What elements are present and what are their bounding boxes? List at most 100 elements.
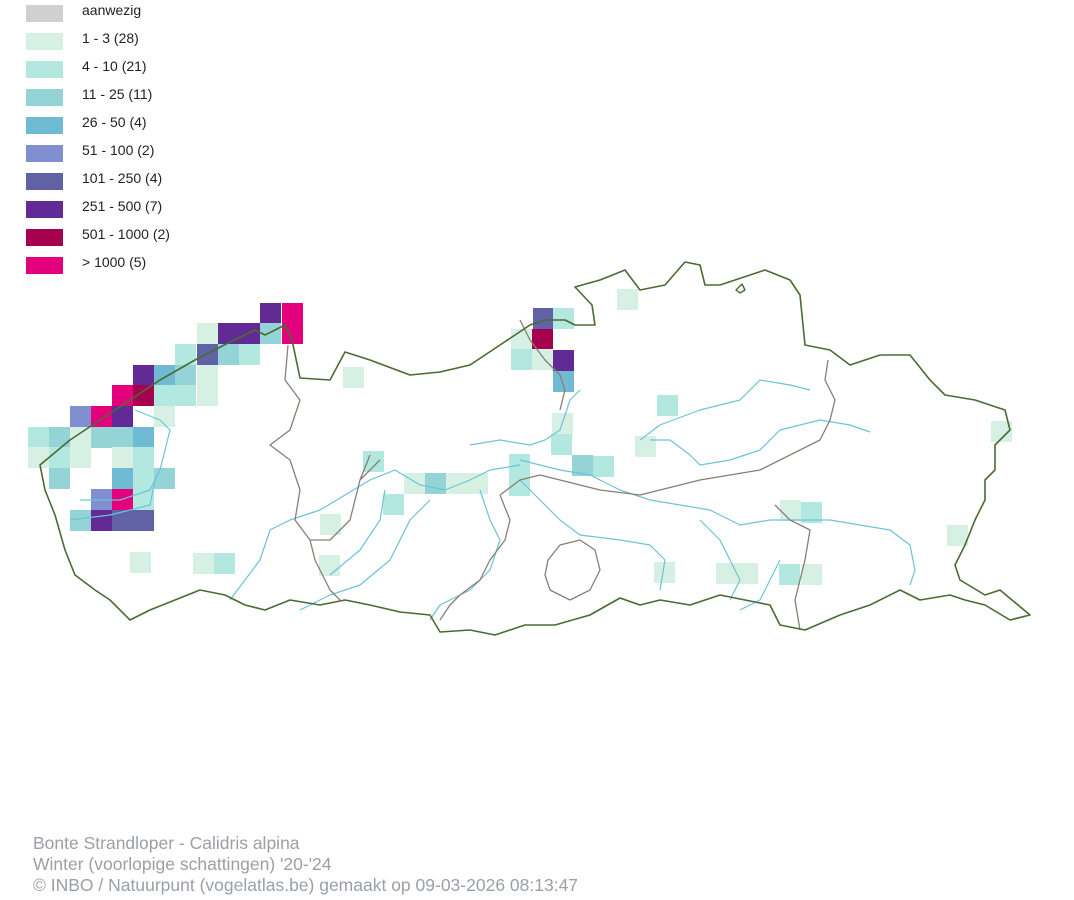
grid-cell — [133, 365, 154, 386]
grid-cell — [320, 514, 341, 535]
grid-cell — [282, 303, 303, 324]
grid-cell — [112, 447, 133, 468]
legend-label: aanwezig — [82, 2, 142, 18]
grid-cell — [553, 350, 574, 371]
legend-item: 101 - 250 (4) — [26, 170, 246, 190]
grid-cell — [49, 447, 70, 468]
grid-cell — [425, 473, 446, 494]
species-title: Bonte Strandloper - Calidris alpina — [33, 833, 300, 853]
grid-cell — [511, 349, 532, 370]
grid-cell — [239, 344, 260, 365]
brussels-border — [544, 539, 601, 601]
grid-cell — [133, 385, 154, 406]
grid-cell — [551, 434, 572, 455]
river — [69, 379, 916, 621]
legend-item: 251 - 500 (7) — [26, 198, 246, 218]
grid-cell — [70, 406, 91, 427]
grid-cell — [49, 468, 70, 489]
grid-cell — [28, 427, 49, 448]
legend-swatch — [26, 257, 63, 274]
grid-cell — [154, 468, 175, 489]
legend-label: 251 - 500 (7) — [82, 198, 163, 214]
grid-cell — [197, 385, 218, 406]
grid-cell — [532, 349, 553, 370]
grid-cells — [28, 289, 1012, 585]
grid-cell — [260, 323, 281, 344]
legend-label: 51 - 100 (2) — [82, 142, 155, 158]
grid-cell — [511, 329, 532, 350]
grid-cell — [112, 385, 133, 406]
legend-swatch — [26, 89, 63, 106]
grid-cell — [130, 552, 151, 573]
grid-cell — [657, 395, 678, 416]
legend-item: > 1000 (5) — [26, 254, 246, 274]
grid-cell — [112, 406, 133, 427]
grid-cell — [509, 475, 530, 496]
legend-label: > 1000 (5) — [82, 254, 147, 270]
legend-swatch — [26, 61, 63, 78]
grid-cell — [197, 344, 218, 365]
legend-label: 26 - 50 (4) — [82, 114, 147, 130]
legend-label: 1 - 3 (28) — [82, 30, 139, 46]
legend-item: 1 - 3 (28) — [26, 30, 246, 50]
grid-cell — [175, 344, 196, 365]
legend-item: 51 - 100 (2) — [26, 142, 246, 162]
grid-cell — [446, 473, 488, 494]
map-caption: Bonte Strandloper - Calidris alpina Wint… — [33, 833, 578, 896]
grid-cell — [175, 365, 196, 386]
grid-cell — [553, 308, 574, 329]
legend-label: 4 - 10 (21) — [82, 58, 147, 74]
legend-swatch — [26, 145, 63, 162]
grid-cell — [133, 427, 154, 448]
grid-cell — [112, 510, 154, 531]
legend-swatch — [26, 201, 63, 218]
grid-cell — [617, 289, 638, 310]
grid-cell — [801, 564, 822, 585]
grid-cell — [133, 447, 154, 468]
grid-cell — [197, 365, 218, 386]
grid-cell — [533, 308, 554, 329]
grid-cell — [947, 525, 968, 546]
legend-swatch — [26, 173, 63, 190]
legend-swatch — [26, 117, 63, 134]
grid-cell — [801, 502, 822, 523]
legend-swatch — [26, 229, 63, 246]
legend-swatch — [26, 5, 63, 22]
grid-cell — [154, 406, 175, 427]
grid-cell — [28, 447, 49, 468]
grid-cell — [532, 329, 553, 350]
grid-cell — [572, 455, 593, 476]
legend-swatch — [26, 33, 63, 50]
legend-item: 501 - 1000 (2) — [26, 226, 246, 246]
grid-cell — [363, 451, 384, 472]
legend-label: 11 - 25 (11) — [82, 86, 153, 102]
grid-cell — [218, 323, 260, 344]
legend-item: 4 - 10 (21) — [26, 58, 246, 78]
grid-cell — [404, 473, 425, 494]
grid-cell — [154, 385, 196, 406]
legend-item: 26 - 50 (4) — [26, 114, 246, 134]
grid-cell — [553, 371, 574, 392]
grid-cell — [260, 303, 281, 324]
grid-cell — [193, 553, 214, 574]
legend-label: 501 - 1000 (2) — [82, 226, 170, 242]
grid-cell — [654, 562, 675, 583]
grid-cell — [91, 510, 112, 531]
grid-cell — [70, 510, 91, 531]
grid-cell — [91, 427, 133, 448]
grid-cell — [70, 427, 91, 448]
grid-cell — [779, 564, 800, 585]
province-border — [269, 319, 836, 631]
legend-label: 101 - 250 (4) — [82, 170, 163, 186]
legend-item: aanwezig — [26, 2, 246, 22]
grid-cell — [49, 427, 70, 448]
period-subtitle: Winter (voorlopige schattingen) '20-'24 — [33, 854, 332, 874]
grid-cell — [70, 447, 91, 468]
grid-cell — [593, 456, 614, 477]
island-icon — [735, 283, 746, 294]
grid-cell — [991, 421, 1012, 442]
grid-cell — [197, 323, 218, 344]
grid-cell — [343, 367, 364, 388]
grid-cell — [133, 468, 154, 489]
